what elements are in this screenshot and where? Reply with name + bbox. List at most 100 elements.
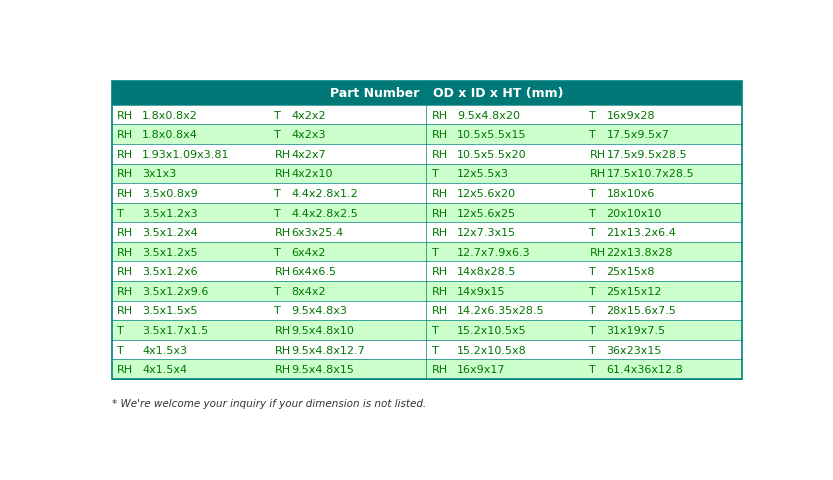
Text: RH: RH [432,267,448,276]
Text: 9.5x4.8x15: 9.5x4.8x15 [292,364,354,374]
Text: 15.2x10.5x5: 15.2x10.5x5 [457,325,526,336]
Text: 16x9x28: 16x9x28 [606,110,655,120]
Text: 6x4x6.5: 6x4x6.5 [292,267,337,276]
Text: RH: RH [432,130,448,140]
Text: 3.5x0.8x9: 3.5x0.8x9 [142,189,198,199]
Text: RH: RH [117,286,133,296]
Bar [112,106,742,125]
Bar [112,184,742,204]
Text: 12x5.6x20: 12x5.6x20 [457,189,516,199]
Text: RH: RH [274,325,291,336]
Text: 21x13.2x6.4: 21x13.2x6.4 [606,228,676,238]
Text: * We're welcome your inquiry if your dimension is not listed.: * We're welcome your inquiry if your dim… [112,398,426,408]
Text: RH: RH [117,130,133,140]
Text: RH: RH [590,169,606,179]
Text: T: T [590,208,596,218]
Text: 3.5x1.5x5: 3.5x1.5x5 [142,306,197,316]
Text: RH: RH [117,228,133,238]
Bar [112,360,742,379]
Text: 22x13.8x28: 22x13.8x28 [606,247,673,257]
Text: 15.2x10.5x8: 15.2x10.5x8 [457,345,527,355]
Text: RH: RH [432,306,448,316]
Text: T: T [432,345,439,355]
Text: RH: RH [117,169,133,179]
Text: 14x9x15: 14x9x15 [457,286,506,296]
Text: T: T [590,189,596,199]
Text: 12.7x7.9x6.3: 12.7x7.9x6.3 [457,247,531,257]
Text: 18x10x6: 18x10x6 [606,189,655,199]
Text: T: T [274,247,282,257]
Text: RH: RH [432,149,448,159]
Text: Part Number: Part Number [331,87,420,100]
Text: OD x ID x HT (mm): OD x ID x HT (mm) [432,87,563,100]
Text: RH: RH [590,247,606,257]
Text: 3.5x1.2x6: 3.5x1.2x6 [142,267,197,276]
Bar [112,340,742,360]
Text: RH: RH [117,267,133,276]
Text: 1.8x0.8x4: 1.8x0.8x4 [142,130,198,140]
Text: 6x3x25.4: 6x3x25.4 [292,228,343,238]
Text: 9.5x4.8x12.7: 9.5x4.8x12.7 [292,345,365,355]
Text: 25x15x8: 25x15x8 [606,267,655,276]
Text: 4x2x10: 4x2x10 [292,169,333,179]
Text: T: T [590,325,596,336]
Text: RH: RH [274,149,291,159]
Bar [112,281,742,301]
Text: T: T [590,306,596,316]
Text: 3x1x3: 3x1x3 [142,169,177,179]
Text: 20x10x10: 20x10x10 [606,208,662,218]
Text: 31x19x7.5: 31x19x7.5 [606,325,666,336]
Text: T: T [590,130,596,140]
Text: T: T [432,169,439,179]
Text: 6x4x2: 6x4x2 [292,247,326,257]
Text: 9.5x4.8x20: 9.5x4.8x20 [457,110,520,120]
Text: 17.5x9.5x7: 17.5x9.5x7 [606,130,670,140]
Text: 1.93x1.09x3.81: 1.93x1.09x3.81 [142,149,230,159]
Text: RH: RH [274,228,291,238]
Text: 3.5x1.2x3: 3.5x1.2x3 [142,208,197,218]
Text: 16x9x17: 16x9x17 [457,364,506,374]
Text: 14x8x28.5: 14x8x28.5 [457,267,516,276]
Text: 10.5x5.5x15: 10.5x5.5x15 [457,130,526,140]
Text: 4.4x2.8x1.2: 4.4x2.8x1.2 [292,189,358,199]
Text: T: T [117,325,123,336]
Text: T: T [432,247,439,257]
Text: RH: RH [117,306,133,316]
Text: 17.5x9.5x28.5: 17.5x9.5x28.5 [606,149,687,159]
Text: 17.5x10.7x28.5: 17.5x10.7x28.5 [606,169,694,179]
Bar [112,321,742,340]
Text: RH: RH [274,267,291,276]
Text: RH: RH [432,286,448,296]
Text: T: T [590,267,596,276]
Text: RH: RH [117,110,133,120]
Text: 8x4x2: 8x4x2 [292,286,326,296]
Bar [112,145,742,164]
Text: 3.5x1.2x9.6: 3.5x1.2x9.6 [142,286,208,296]
Bar [112,164,742,184]
Text: T: T [117,345,123,355]
Text: 12x7.3x15: 12x7.3x15 [457,228,516,238]
Text: RH: RH [117,189,133,199]
Text: T: T [590,345,596,355]
Text: RH: RH [432,208,448,218]
Bar [112,125,742,144]
Text: RH: RH [432,228,448,238]
Text: T: T [432,325,439,336]
Text: T: T [274,208,282,218]
Text: 4x1.5x4: 4x1.5x4 [142,364,187,374]
Text: RH: RH [274,169,291,179]
Text: T: T [274,110,282,120]
Text: 10.5x5.5x20: 10.5x5.5x20 [457,149,526,159]
Bar [112,82,742,106]
Text: 36x23x15: 36x23x15 [606,345,662,355]
Text: T: T [590,286,596,296]
Text: 4x2x3: 4x2x3 [292,130,326,140]
Text: RH: RH [432,364,448,374]
Bar [112,223,742,242]
Text: 9.5x4.8x10: 9.5x4.8x10 [292,325,354,336]
Text: T: T [590,228,596,238]
Bar [112,204,742,223]
Text: 28x15.6x7.5: 28x15.6x7.5 [606,306,676,316]
Text: 9.5x4.8x3: 9.5x4.8x3 [292,306,347,316]
Text: 4x2x2: 4x2x2 [292,110,326,120]
